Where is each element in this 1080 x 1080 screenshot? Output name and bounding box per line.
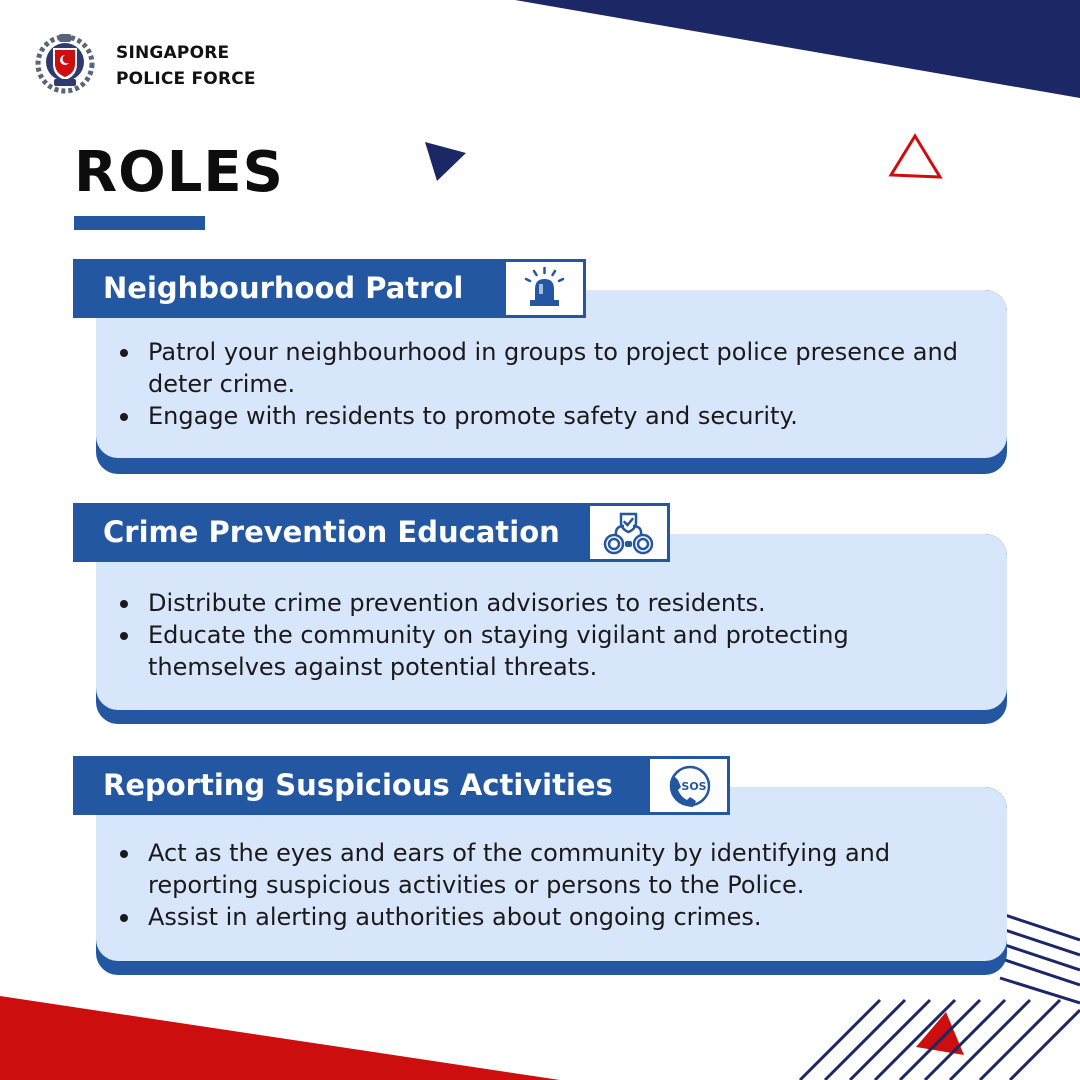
diagonal-stripes	[798, 913, 1080, 1080]
sos-phone-icon: SOS	[669, 765, 711, 807]
role-bullet: Assist in alerting authorities about ong…	[120, 901, 977, 933]
bottom-right-red-triangle	[916, 1012, 964, 1055]
role-header-neighbourhood-patrol: Neighbourhood Patrol	[73, 259, 589, 318]
role-header-crime-prevention-education: Crime Prevention Education	[73, 503, 673, 562]
page-title: ROLES	[74, 140, 284, 205]
organization-name-line2: POLICE FORCE	[116, 69, 256, 89]
sos-label: SOS	[681, 780, 706, 793]
role-card-crime-prevention-education: Distribute crime prevention advisories t…	[96, 534, 1007, 724]
police-crest-icon	[35, 34, 95, 94]
siren-icon	[524, 266, 565, 306]
role-bullet-list: Patrol your neighbourhood in groups to p…	[120, 336, 977, 432]
role-bullet-list: Act as the eyes and ears of the communit…	[120, 837, 977, 933]
role-icon-box: SOS	[647, 756, 730, 815]
organization-name-line1: SINGAPORE	[116, 43, 230, 63]
top-right-navy-band	[515, 0, 1080, 98]
role-header-reporting-suspicious-activities: Reporting Suspicious Activities SOS	[73, 756, 730, 815]
role-bullet-list: Distribute crime prevention advisories t…	[120, 587, 977, 683]
role-icon-box	[587, 503, 670, 562]
role-bullet: Educate the community on staying vigilan…	[120, 619, 977, 683]
role-card-neighbourhood-patrol: Patrol your neighbourhood in groups to p…	[96, 290, 1007, 474]
role-card-reporting-suspicious-activities: Act as the eyes and ears of the communit…	[96, 787, 1007, 975]
role-bullet: Distribute crime prevention advisories t…	[120, 587, 977, 619]
role-bullet: Patrol your neighbourhood in groups to p…	[120, 336, 977, 400]
role-bullet: Act as the eyes and ears of the communit…	[120, 837, 977, 901]
role-heading: Crime Prevention Education	[103, 515, 560, 549]
role-heading: Neighbourhood Patrol	[103, 271, 464, 305]
red-outline-triangle	[888, 133, 943, 179]
organization-name: SINGAPORE POLICE FORCE	[116, 40, 256, 92]
title-underline	[74, 216, 205, 230]
handcuffs-shield-icon	[603, 512, 654, 555]
role-bullet: Engage with residents to promote safety …	[120, 400, 977, 432]
navy-triangle-marker	[425, 142, 466, 181]
role-icon-box	[503, 259, 586, 318]
bottom-left-red-band	[0, 996, 560, 1080]
role-heading: Reporting Suspicious Activities	[103, 768, 613, 802]
